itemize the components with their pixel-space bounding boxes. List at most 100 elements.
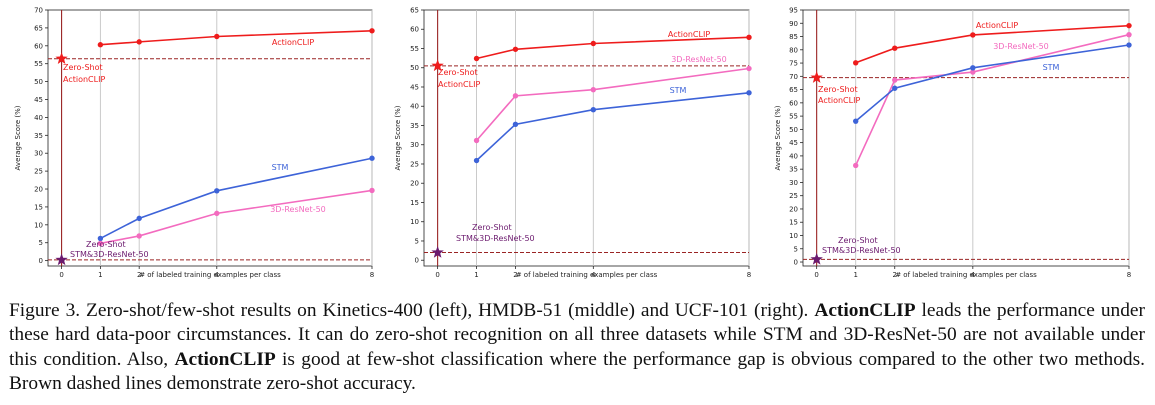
x-tick-label: 0 [435,271,439,279]
y-tick-label: 40 [34,114,43,122]
y-tick-label: 75 [789,60,798,68]
series-line-stm [475,91,750,162]
point-actionclip [590,40,597,47]
series-label-3d-resnet-50: 3D-ResNet-50 [270,205,326,214]
caption-bold-actionclip-1: ActionCLIP [814,300,916,321]
series-label-actionclip: ActionCLIP [976,21,1018,30]
figure-caption: Figure 3. Zero-shot/few-shot results on … [9,299,1145,397]
zero-shot-label-line2: STM&3D-ResNet-50 [456,234,535,243]
y-tick-label: 60 [34,42,43,50]
y-tick-label: 60 [789,99,798,107]
zero-shot-label-line2: STM&3D-ResNet-50 [70,250,149,259]
point-stm [590,107,597,113]
x-tick-label: 0 [59,271,63,279]
series-label-3d-resnet-50: 3D-ResNet-50 [993,42,1049,51]
zero-shot-label-line2: ActionCLIP [818,96,860,105]
y-tick-label: 85 [789,33,798,41]
point-3d-resnet-50 [369,187,375,194]
point-3d-resnet-50 [590,86,597,93]
y-tick-label: 35 [410,122,419,130]
y-tick-label: 35 [34,132,43,140]
point-stm [970,65,976,71]
y-tick-label: 30 [410,141,419,149]
x-tick-label: 4 [215,271,220,279]
caption-mid: leads the performance under these hard d… [9,300,1145,370]
chart-panel-ucf: 0 1 2 4 8 0 5 10 15 20 25 30 35 40 45 50 55 60 65 70 75 80 85 9… [768,0,1140,280]
point-actionclip [473,55,480,62]
y-tick-label: 0 [415,257,419,265]
series-line-stm [100,157,373,240]
y-tick-label: 60 [410,26,419,34]
y-tick-label: 90 [789,20,798,28]
y-tick-label: 45 [789,139,798,147]
x-tick-label: 1 [474,271,478,279]
plot-frame [47,9,373,267]
zero-shot-label-line2: ActionCLIP [438,80,480,89]
point-3d-resnet-50 [853,162,859,169]
series-label-3d-resnet-50: 3D-ResNet-50 [671,55,727,64]
y-tick-label: 65 [410,7,419,15]
y-tick-label: 20 [410,180,419,188]
point-stm [892,85,898,91]
point-stm [136,215,142,222]
x-tick-label: 8 [747,271,751,279]
series-line-3d-resnet-50 [100,189,373,245]
y-tick-label: 30 [34,150,43,158]
x-axis-label: # of labeled training examples per class [516,271,658,279]
point-stm [214,188,220,194]
point-stm [369,155,375,161]
zero-shot-label-line1: Zero-Shot [818,85,858,94]
zero-shot-label-line1: Zero-Shot [472,223,512,232]
point-3d-resnet-50 [136,233,142,239]
zero-shot-star-actionclip [431,59,444,72]
x-tick-label: 1 [853,271,857,279]
chart-ucf: 0 1 2 4 805101520253035404550556065707580859… [774,7,1132,279]
y-tick-label: 15 [410,199,419,207]
x-tick-label: 2 [893,271,897,279]
point-actionclip [853,60,859,66]
x-tick-label: 1 [98,271,102,279]
y-tick-label: 45 [410,83,419,91]
zero-shot-label-line2: ActionCLIP [63,75,105,84]
point-actionclip [892,45,898,51]
chart-panel-kinetics: 0 1 2 4 8 0 5 10 15 20 25 30 35 40 45 50 55 60 65 70 # of la… [8,0,380,280]
x-tick-label: 2 [137,271,141,279]
zero-shot-label-line2: STM&3D-ResNet-50 [822,246,901,255]
series-label-stm: STM [1043,63,1060,72]
point-stm [853,118,859,124]
y-tick-label: 50 [34,78,43,86]
series-line-actionclip [855,24,1130,64]
y-tick-label: 20 [789,205,798,213]
caption-prefix: Figure 3. Zero-shot/few-shot results on … [9,300,815,321]
point-stm [1126,42,1132,48]
y-tick-label: 5 [415,237,419,245]
point-3d-resnet-50 [97,240,104,247]
chart-hmdb: 0 1 2 4 8 0 5 10 15 20 25 30 35 40 45 50 55 60 65 # of labe… [394,7,752,279]
y-tick-label: 95 [789,7,798,15]
x-tick-label: 4 [591,271,596,279]
x-tick-label: 4 [971,271,976,279]
y-tick-label: 25 [410,160,419,168]
point-3d-resnet-50 [892,77,898,83]
series-label-actionclip: ActionCLIP [668,30,710,39]
y-tick-label: 65 [34,24,43,32]
x-tick-label: 0 [814,271,818,279]
chart-kinetics: 0 1 2 4 8 0 5 10 15 20 25 30 35 40 45 50 55 60 65 70 # of la… [14,7,375,279]
chart-panel-hmdb: 0 1 2 4 8 0 5 10 15 20 25 30 35 40 45 50 55 60 65 # of labe… [388,0,756,280]
zero-shot-label-line1: Zero-Shot [838,236,878,245]
caption-suffix: is good at few-shot classification where… [9,348,1145,395]
y-tick-label: 55 [789,113,798,121]
y-tick-label: 30 [789,179,798,187]
y-tick-label: 35 [789,166,798,174]
y-tick-label: 70 [789,73,798,81]
series-label-actionclip: ActionCLIP [272,38,314,47]
y-tick-label: 40 [789,152,798,160]
y-tick-label: 10 [34,221,43,229]
plot-frame [802,9,1130,267]
series-line-actionclip [476,36,750,60]
y-tick-label: 20 [34,186,43,194]
y-axis-label: Average Score (%) [774,105,782,170]
y-tick-label: 55 [34,60,43,68]
point-actionclip [97,42,104,48]
point-stm [473,157,480,164]
